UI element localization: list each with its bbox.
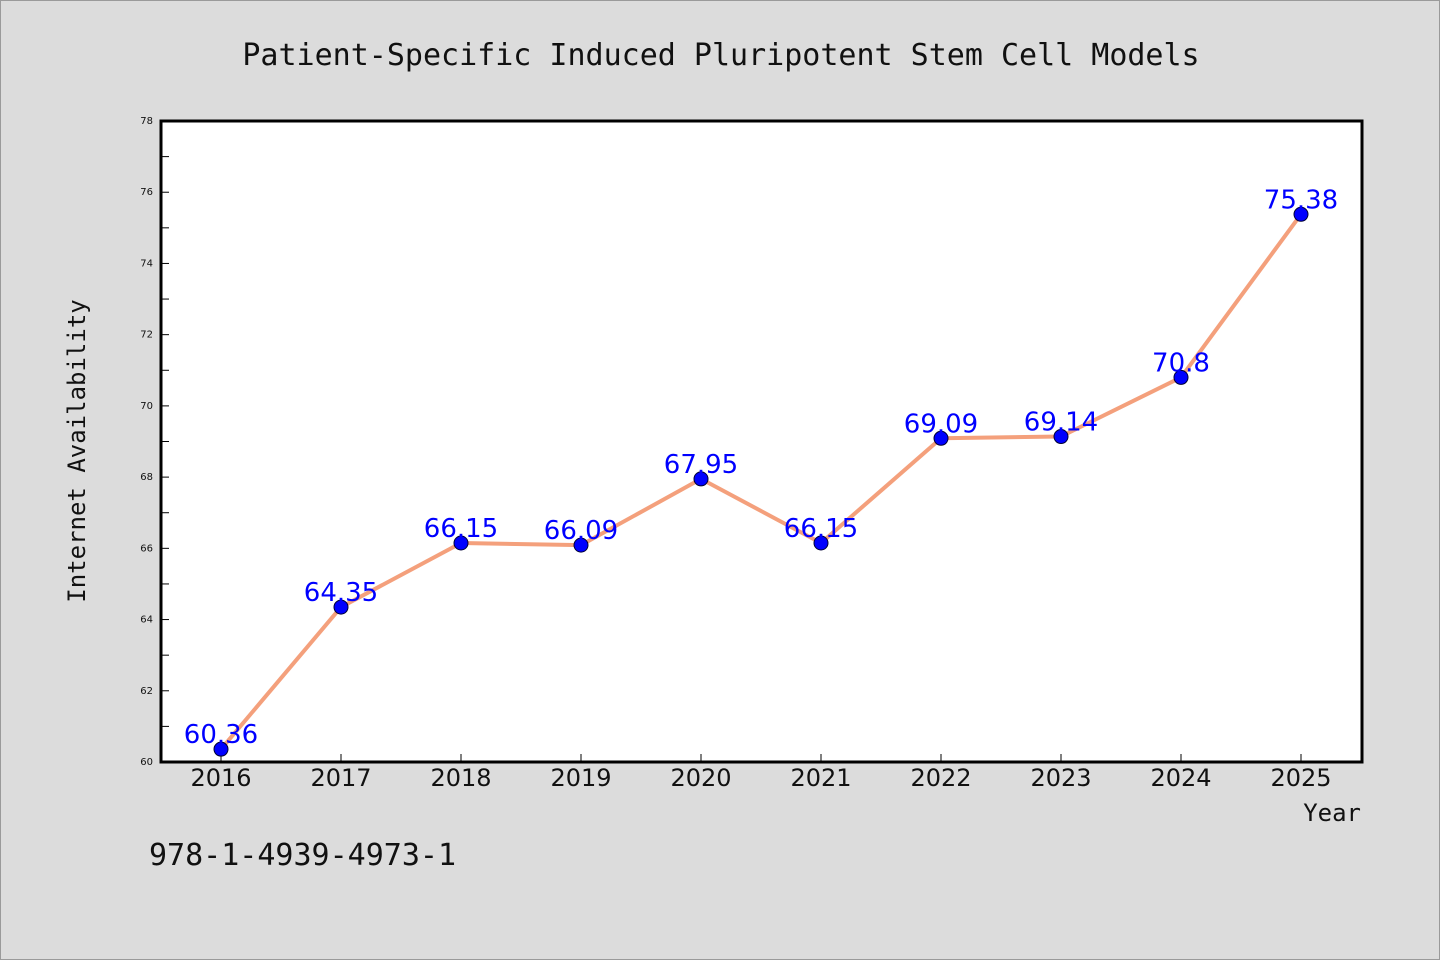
y-tick-label: 64 [140,615,153,626]
x-tick-label: 2017 [310,764,371,792]
series-markers [213,206,1309,757]
x-tick-label: 2023 [1030,764,1091,792]
data-point-marker [1053,429,1069,445]
y-tick-label: 70 [140,401,153,412]
y-axis-title: Internet Availability [63,299,91,602]
y-tick-label: 68 [140,472,153,483]
y-tick-label: 66 [140,543,153,554]
series-line [219,212,1303,752]
data-label: 69.14 [1024,408,1098,438]
data-label: 64.35 [304,578,378,608]
data-labels: 60.36 64.35 66.15 66.09 67.95 66.15 69.09 69.14… [184,185,1338,750]
data-label: 66.09 [544,516,618,546]
y-tick-label: 60 [140,757,153,768]
isbn-text: 978-1-4939-4973-1 [149,838,456,873]
x-tick-label: 2020 [670,764,731,792]
data-point-marker [933,430,949,446]
data-label: 75.38 [1264,185,1338,215]
data-point-marker [813,535,829,551]
data-point-marker [453,535,469,551]
data-point-marker [573,537,589,553]
plot-area [159,119,1364,764]
x-tick-label: 2016 [190,764,251,792]
data-label: 70.8 [1152,348,1210,378]
data-label: 67.95 [664,450,738,480]
y-axis-ticks: 60 62 64 66 68 70 72 74 76 78 [140,116,169,768]
y-tick-label: 78 [140,116,153,127]
data-label: 60.36 [184,720,258,750]
y-tick-label: 62 [140,686,153,697]
x-tick-label: 2019 [550,764,611,792]
data-point-marker [693,471,709,487]
data-point-marker [333,599,349,615]
x-axis-ticks: 2016 2017 2018 2019 2020 2021 2022 2023 2024 2025 [190,754,1332,792]
data-label: 69.09 [904,409,978,439]
x-tick-label: 2025 [1270,764,1331,792]
data-point-marker [213,741,229,757]
chart-title: Patient-Specific Induced Pluripotent Ste… [242,38,1199,73]
x-tick-label: 2022 [910,764,971,792]
data-point-marker [1293,206,1309,222]
x-tick-label: 2024 [1150,764,1211,792]
x-axis-title: Year [1303,799,1361,827]
x-tick-label: 2018 [430,764,491,792]
series-line-group [219,212,1303,752]
y-tick-label: 72 [140,330,153,341]
data-label: 66.15 [784,514,858,544]
x-tick-label: 2021 [790,764,851,792]
data-point-marker [1173,369,1189,385]
y-tick-label: 74 [140,258,153,269]
data-label: 66.15 [424,514,498,544]
y-tick-label: 76 [140,187,153,198]
